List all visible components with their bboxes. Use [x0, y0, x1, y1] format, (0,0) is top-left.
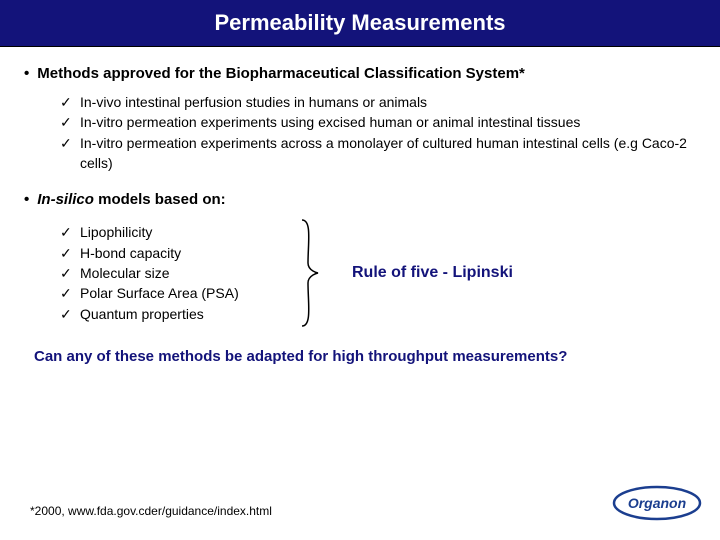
list-item: Lipophilicity	[60, 222, 290, 242]
section2-heading-suffix: models based on:	[94, 191, 226, 208]
list-item: H-bond capacity	[60, 243, 290, 263]
logo-text: Organon	[628, 495, 686, 511]
rule-of-five-label: Rule of five - Lipinski	[352, 264, 513, 282]
list-item: In-vitro permeation experiments across a…	[60, 133, 696, 174]
brace-icon	[298, 218, 320, 328]
section2-row: Lipophilicity H-bond capacity Molecular …	[24, 218, 696, 328]
footnote: *2000, www.fda.gov.cder/guidance/index.h…	[30, 504, 272, 518]
organon-logo: Organon	[612, 485, 702, 526]
section1-heading: Methods approved for the Biopharmaceutic…	[24, 65, 696, 82]
section2-list: Lipophilicity H-bond capacity Molecular …	[60, 222, 290, 323]
list-item: Polar Surface Area (PSA)	[60, 283, 290, 303]
section2-heading: In-silico models based on:	[24, 191, 696, 208]
list-item: In-vivo intestinal perfusion studies in …	[60, 92, 696, 112]
list-item: In-vitro permeation experiments using ex…	[60, 112, 696, 132]
slide-title-bar: Permeability Measurements	[0, 0, 720, 47]
section2-heading-italic: In-silico	[37, 191, 94, 208]
list-item: Quantum properties	[60, 304, 290, 324]
list-item: Molecular size	[60, 263, 290, 283]
question-text: Can any of these methods be adapted for …	[34, 348, 686, 365]
slide-title: Permeability Measurements	[214, 10, 505, 35]
slide-content: Methods approved for the Biopharmaceutic…	[0, 47, 720, 365]
section1-list: In-vivo intestinal perfusion studies in …	[60, 92, 696, 173]
